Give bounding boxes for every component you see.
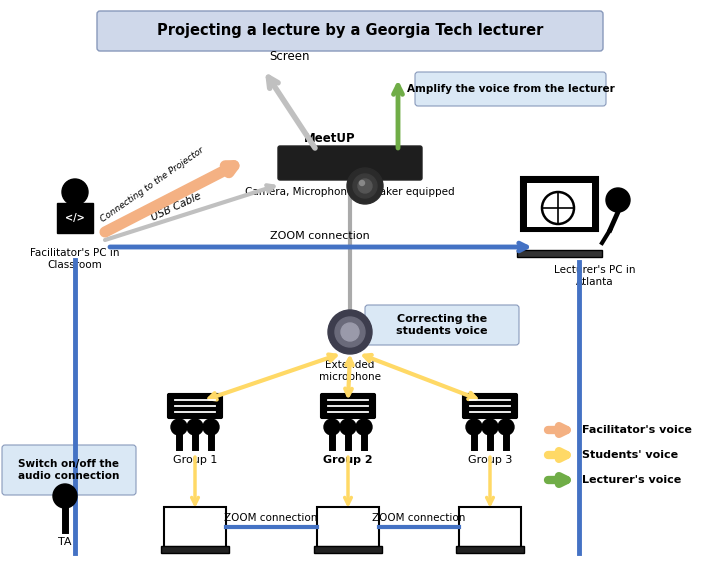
Text: Extended
microphone: Extended microphone xyxy=(319,360,381,381)
FancyBboxPatch shape xyxy=(517,250,602,257)
Circle shape xyxy=(340,419,356,435)
Text: Camera, Microphone, Speaker equipped: Camera, Microphone, Speaker equipped xyxy=(245,187,455,197)
Text: ZOOM connection: ZOOM connection xyxy=(224,513,317,523)
Circle shape xyxy=(498,419,514,435)
FancyBboxPatch shape xyxy=(278,146,422,180)
FancyBboxPatch shape xyxy=(527,183,592,227)
Circle shape xyxy=(606,188,630,212)
Circle shape xyxy=(347,168,383,204)
Text: Lecturer's voice: Lecturer's voice xyxy=(582,475,682,485)
FancyBboxPatch shape xyxy=(314,546,382,553)
FancyBboxPatch shape xyxy=(161,546,229,553)
Text: Students' voice: Students' voice xyxy=(582,450,678,460)
Text: Group 2: Group 2 xyxy=(323,455,373,465)
Text: ZOOM connection: ZOOM connection xyxy=(270,231,370,241)
Text: Lecturer's PC in
Atlanta: Lecturer's PC in Atlanta xyxy=(555,265,635,287)
Text: MeetUP: MeetUP xyxy=(304,132,356,144)
Circle shape xyxy=(359,180,364,186)
Text: USB Cable: USB Cable xyxy=(149,191,202,223)
Circle shape xyxy=(203,419,219,435)
Text: ZOOM connection: ZOOM connection xyxy=(372,513,466,523)
Circle shape xyxy=(328,310,372,354)
Text: Correcting the
students voice: Correcting the students voice xyxy=(396,314,488,336)
Text: Projecting a lecture by a Georgia Tech lecturer: Projecting a lecture by a Georgia Tech l… xyxy=(157,24,543,39)
Circle shape xyxy=(62,179,88,205)
Text: Facilitator's voice: Facilitator's voice xyxy=(582,425,692,435)
FancyBboxPatch shape xyxy=(57,203,93,233)
Circle shape xyxy=(482,419,498,435)
Text: Connecting to the Projector: Connecting to the Projector xyxy=(99,146,205,224)
FancyBboxPatch shape xyxy=(2,445,136,495)
Circle shape xyxy=(324,419,340,435)
Text: Group 3: Group 3 xyxy=(468,455,512,465)
Circle shape xyxy=(53,484,77,508)
Text: Facilitator's PC in
Classroom: Facilitator's PC in Classroom xyxy=(31,248,120,269)
FancyBboxPatch shape xyxy=(459,507,521,547)
FancyBboxPatch shape xyxy=(164,507,226,547)
Text: </>: </> xyxy=(65,213,85,223)
Circle shape xyxy=(356,419,372,435)
FancyBboxPatch shape xyxy=(317,507,379,547)
Text: Switch on/off the
audio connection: Switch on/off the audio connection xyxy=(18,459,120,481)
FancyBboxPatch shape xyxy=(168,394,222,418)
FancyBboxPatch shape xyxy=(365,305,519,345)
FancyBboxPatch shape xyxy=(320,394,376,418)
Circle shape xyxy=(542,192,574,224)
Circle shape xyxy=(341,323,359,341)
Circle shape xyxy=(466,419,482,435)
FancyBboxPatch shape xyxy=(97,11,603,51)
FancyBboxPatch shape xyxy=(415,72,606,106)
Text: Screen: Screen xyxy=(270,50,310,63)
Text: TA: TA xyxy=(58,537,72,547)
Text: Amplify the voice from the lecturer: Amplify the voice from the lecturer xyxy=(407,84,614,94)
FancyBboxPatch shape xyxy=(521,177,598,231)
Text: Group 1: Group 1 xyxy=(173,455,217,465)
Circle shape xyxy=(187,419,203,435)
Circle shape xyxy=(353,174,377,198)
FancyBboxPatch shape xyxy=(456,546,524,553)
Circle shape xyxy=(171,419,187,435)
Circle shape xyxy=(335,317,365,347)
Circle shape xyxy=(358,179,372,193)
FancyBboxPatch shape xyxy=(462,394,518,418)
